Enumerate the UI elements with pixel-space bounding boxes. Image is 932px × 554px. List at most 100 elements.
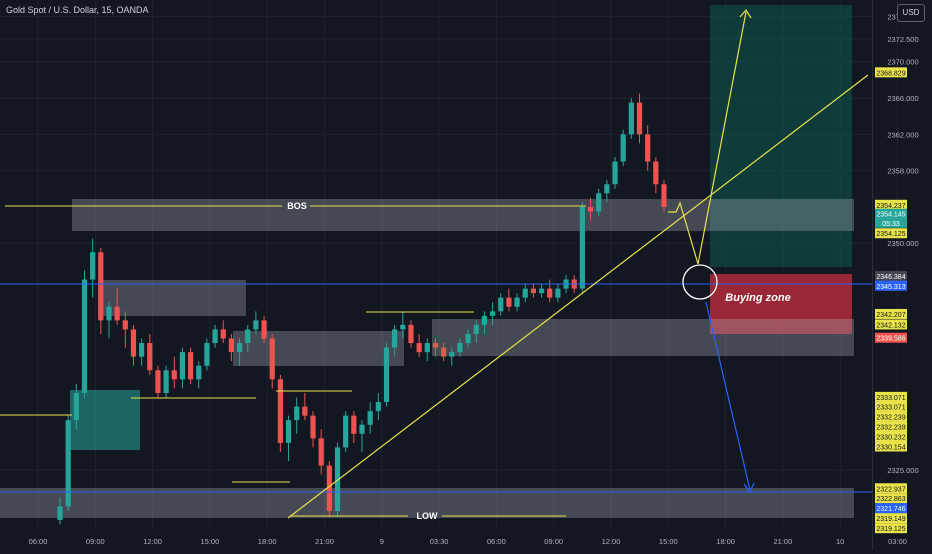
candle-body — [359, 424, 365, 434]
candle — [294, 397, 300, 434]
time-tick-label: 12:00 — [602, 537, 621, 546]
time-tick-label: 03:30 — [430, 537, 449, 546]
price-tick-label: 2358.000 — [887, 167, 918, 176]
price-label-text: 2330.154 — [876, 445, 905, 452]
candle-body — [139, 343, 145, 357]
candle-body — [383, 347, 390, 403]
candle — [416, 333, 422, 357]
candle — [98, 247, 104, 334]
price-label-bg — [875, 483, 907, 494]
price-label-text: 2322.863 — [876, 496, 905, 503]
price-label: 2332.239 — [875, 411, 907, 422]
price-label-bg — [875, 513, 907, 524]
projection-arrowhead-down — [743, 482, 755, 494]
price-tick-label: 2325.000 — [887, 466, 918, 475]
candle — [187, 347, 194, 384]
candle — [90, 238, 96, 298]
price-label-text: 2322.937 — [876, 486, 905, 493]
candle — [367, 402, 373, 434]
candle — [236, 338, 243, 366]
buying-zone-label: Buying zone — [725, 292, 790, 304]
price-label-bg — [875, 67, 907, 78]
price-label-bg — [875, 431, 907, 442]
candle-body — [653, 161, 659, 185]
time-axis[interactable]: 06:00 09:00 12:00 15:00 18:00 21:00 9 03:30 06:0… — [29, 537, 907, 546]
price-label: 2330.232 — [875, 431, 907, 442]
candle — [253, 311, 259, 334]
price-label-bg — [875, 503, 907, 514]
candle-body — [236, 343, 243, 353]
time-tick-label: 09:00 — [544, 537, 563, 546]
candle-body — [579, 206, 585, 289]
candle — [408, 320, 414, 348]
candle-body — [628, 102, 634, 135]
candle-body — [220, 329, 226, 339]
candle-body — [302, 406, 308, 416]
candle-body — [57, 506, 63, 521]
price-tick-label: 2350.000 — [887, 239, 918, 248]
candle-body — [612, 161, 618, 185]
candle — [457, 338, 463, 357]
candle — [179, 347, 186, 389]
candle — [392, 324, 398, 357]
price-label: 2333.071 — [875, 401, 907, 412]
candle-body — [441, 347, 447, 357]
time-tick-label: 06:00 — [29, 537, 48, 546]
candle-body — [187, 352, 194, 380]
candle-body — [514, 297, 520, 307]
price-label-text: 2368.829 — [876, 70, 905, 77]
candle-body — [661, 184, 667, 207]
price-label-text: 2319.149 — [876, 516, 905, 523]
candle — [204, 338, 210, 371]
price-label-bg — [875, 332, 907, 343]
price-label-text: 2321.746 — [876, 506, 905, 513]
candle — [400, 311, 406, 339]
price-label: 2330.154 — [875, 441, 907, 452]
candle-body — [310, 415, 316, 439]
bos-label: BOS — [287, 201, 307, 211]
price-label-text: 2332.239 — [876, 415, 905, 422]
price-axis[interactable]: 2375.0002372.5002370.0002366.0002362.000… — [872, 0, 932, 550]
price-label-bg — [875, 319, 907, 330]
price-label-bg — [875, 199, 907, 210]
candle-body — [596, 193, 602, 212]
candle — [653, 157, 659, 194]
candle — [449, 347, 455, 366]
candle — [465, 329, 471, 348]
candle — [318, 429, 324, 475]
candle — [489, 302, 496, 325]
price-label-bg — [875, 280, 907, 291]
symbol-title: Gold Spot / U.S. Dollar, 15, OANDA — [6, 5, 149, 15]
price-label-bg — [875, 411, 907, 422]
price-label: 2321.746 — [875, 503, 907, 514]
candle — [285, 415, 292, 462]
candle-body — [318, 438, 324, 466]
drawings: BOS LOW Buying zone — [0, 8, 872, 521]
price-label-text: 2319.125 — [876, 526, 905, 533]
candle — [343, 411, 349, 452]
price-label-bg — [875, 271, 907, 282]
time-tick-label: 12:00 — [143, 537, 162, 546]
price-label-text: 2342.207 — [876, 312, 905, 319]
candle — [122, 311, 128, 348]
candle — [636, 93, 643, 144]
price-label-text: 2333.071 — [876, 405, 905, 412]
candle — [106, 302, 112, 339]
price-label: 2339.586 — [875, 332, 907, 343]
candle — [522, 284, 528, 303]
candle-body — [147, 343, 153, 371]
time-tick-label: 03:00 — [888, 537, 907, 546]
candle-body — [269, 338, 275, 380]
currency-button[interactable]: USD — [897, 4, 925, 22]
target-zone — [710, 5, 852, 267]
candle — [514, 293, 520, 312]
time-tick-label: 21:00 — [774, 537, 793, 546]
projection-path — [668, 11, 747, 265]
candle — [310, 411, 316, 448]
candle — [261, 315, 267, 344]
zones — [0, 5, 854, 518]
candle — [147, 333, 153, 375]
price-label-bg — [875, 441, 907, 452]
